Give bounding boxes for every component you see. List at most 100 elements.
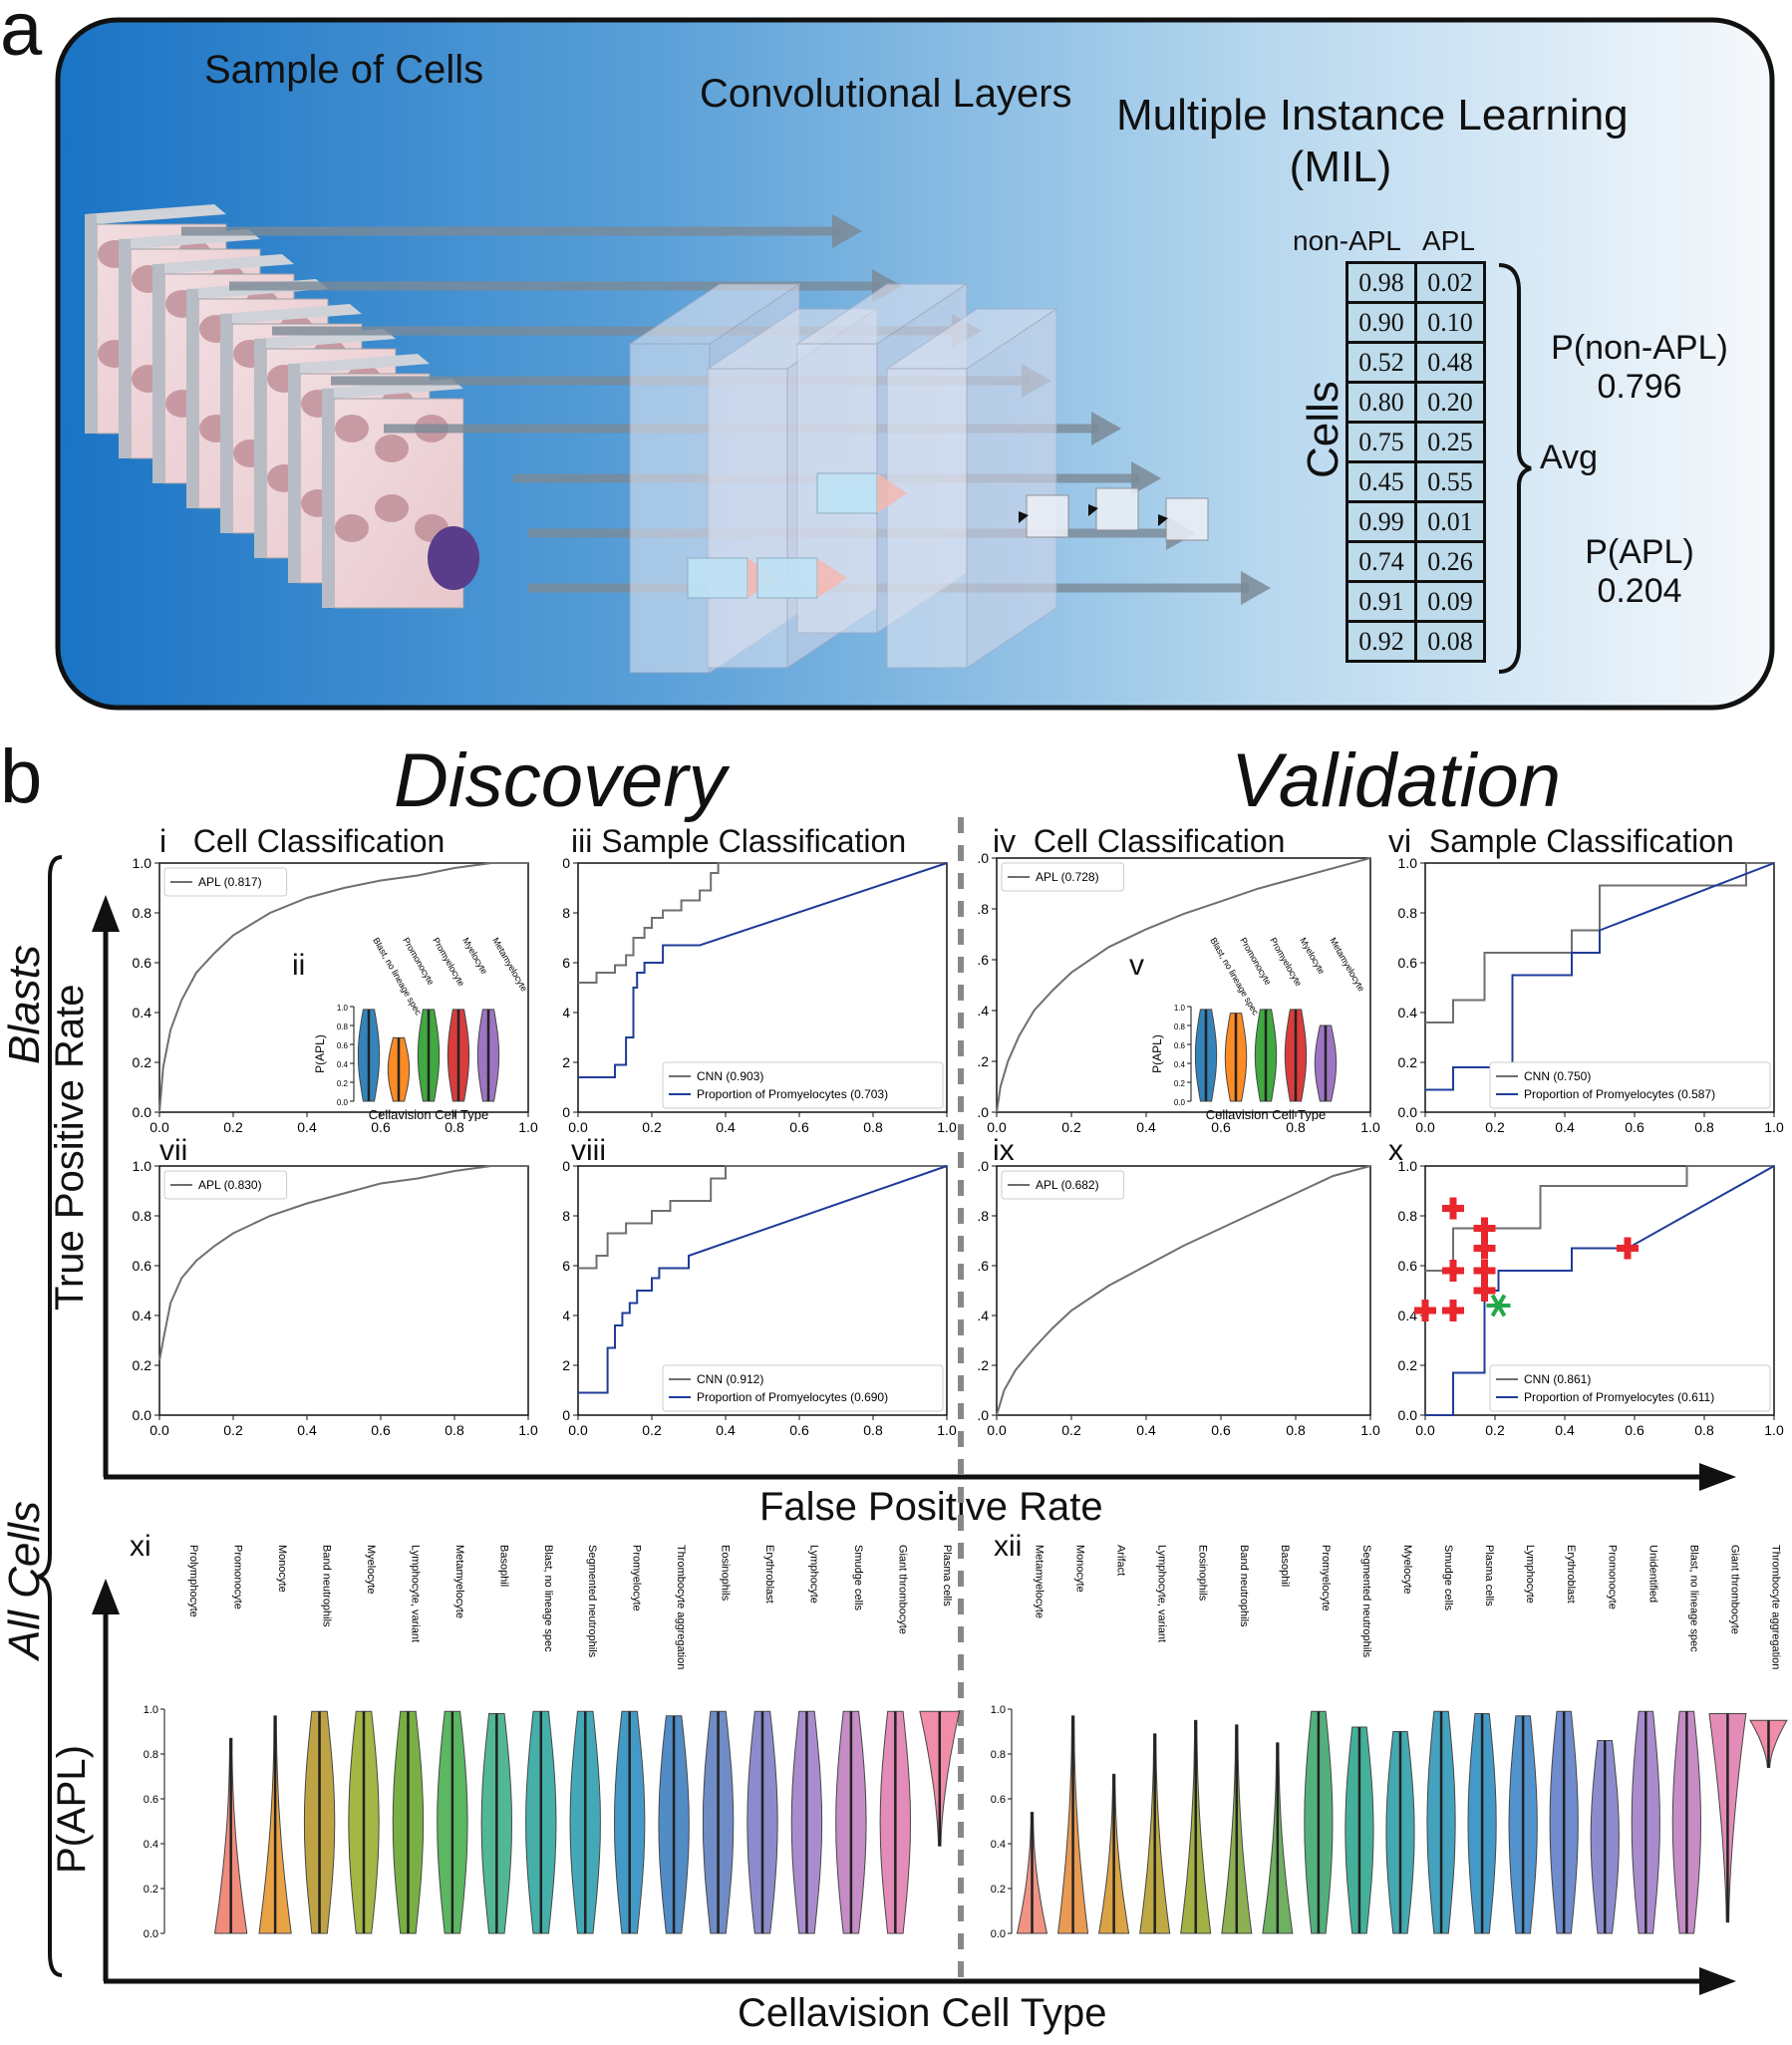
x-tick-label: 1.0	[1764, 1119, 1784, 1132]
red-blood-cell	[375, 494, 409, 522]
violin-4: Band neutrophils	[303, 1545, 336, 1934]
y-tick-label: 0.8	[1398, 1208, 1418, 1224]
asterisk-stroke	[1490, 1294, 1507, 1317]
mil-cell-apl: 0.20	[1414, 381, 1486, 424]
violin-category-label: Promonocyte	[232, 1545, 244, 1609]
dense-unit	[1019, 494, 1069, 538]
y-tick-label: 0.2	[1398, 1054, 1418, 1070]
violin-6: Band neutrophils	[1221, 1545, 1253, 1934]
slide-side	[288, 364, 300, 583]
x-tick-label: 0.6	[1625, 1119, 1644, 1132]
violin-5: Myelocyte	[348, 1545, 380, 1934]
y-tick-label: 0.8	[977, 901, 989, 917]
violin-13: Eosinophils	[702, 1545, 735, 1934]
conv-block-side	[966, 308, 1057, 669]
subtitle-i-num: i	[159, 823, 167, 859]
legend-box	[1489, 1061, 1771, 1109]
violin-3: Monocyte	[258, 1545, 292, 1934]
violin-category-label: Segmented neutrophils	[1360, 1545, 1372, 1658]
violin-category-label: Erythroblast	[763, 1545, 775, 1604]
legend-box	[163, 867, 288, 897]
y-tick-label: 0.8	[977, 1208, 989, 1224]
roc-curve-0	[158, 862, 528, 1113]
violin-y-tick-label: 0.4	[144, 1839, 158, 1851]
dense-unit-arrow-icon	[1088, 504, 1098, 516]
flow-arrow-head	[832, 214, 862, 248]
violin-14: Erythroblast	[747, 1545, 778, 1934]
violin-category-label: Monocyte	[276, 1545, 288, 1593]
conv-block-front	[629, 343, 711, 674]
dense-unit-box	[1095, 487, 1139, 531]
red-cross-v	[1481, 1237, 1488, 1260]
x-tick-label: 0.0	[1415, 1119, 1435, 1132]
red-cross-marker	[1617, 1237, 1639, 1260]
discovery-title: Discovery	[394, 738, 727, 823]
x-tick-label: 0.6	[1625, 1422, 1644, 1438]
red-blood-cell	[335, 514, 369, 542]
flow-arrow-head	[1091, 412, 1121, 445]
label-ii: ii	[292, 949, 306, 982]
y-tick-label: 0.2	[977, 1053, 989, 1069]
legend-box	[662, 1061, 944, 1109]
chart-ii: 0.00.20.40.60.81.0 Blast, no lineage spec…	[313, 936, 528, 1121]
subtitle-i-text: Cell Classification	[192, 823, 446, 859]
violin-7: Metamyelocyte	[437, 1545, 468, 1934]
legend-entry: CNN (0.903)	[697, 1069, 763, 1083]
x-tick-label: 0.8	[1694, 1422, 1714, 1438]
slide-top-edge	[220, 304, 362, 324]
red-blood-cell	[375, 435, 409, 462]
roc-curve-0	[996, 1165, 1371, 1416]
x-tick-label: 0.6	[1211, 1422, 1231, 1438]
violin-17: Blast, no lineage spec	[1671, 1545, 1702, 1934]
x-tick-label: 0.2	[1061, 1119, 1081, 1132]
dense-unit-arrow-icon	[1158, 514, 1168, 526]
mil-cell-non-apl: 0.92	[1345, 620, 1417, 663]
y-tick-label: 1.0	[133, 855, 152, 871]
violin-category-label: Lymphocyte, variant	[1156, 1545, 1168, 1642]
legend-entry: CNN (0.750)	[1524, 1069, 1591, 1083]
x-tick-label: 0.0	[149, 1422, 169, 1438]
violin-category-label: Smudge cells	[852, 1545, 864, 1611]
x-tick-label: 0.4	[1136, 1422, 1156, 1438]
legend-entry: APL (0.682)	[1036, 1178, 1099, 1192]
subtitle-iv-text: Cell Classification	[1033, 823, 1286, 859]
legend-entry: Proportion of Promyelocytes (0.611)	[1524, 1390, 1714, 1404]
roc-curve-0	[1425, 862, 1774, 1023]
legend-entry: Proportion of Promyelocytes (0.690)	[697, 1390, 888, 1404]
roc-curve-0	[578, 1165, 947, 1270]
violin-category-label: Band neutrophils	[321, 1545, 333, 1627]
roc-curve-1	[578, 862, 948, 1078]
chart-x: 0.00.0 0.2 0.2 0.4 0.4 0.6 0.6 0.8 0.8 1.0 1.0 CNN …	[1398, 1158, 1784, 1438]
mil-cell-non-apl: 0.90	[1345, 301, 1417, 344]
x-tick-label: 1.0	[937, 1119, 957, 1132]
violin-category-label: Smudge cells	[1442, 1545, 1454, 1611]
x-tick-label: 0.4	[716, 1119, 736, 1132]
violin-4: Lymphocyte, variant	[1139, 1545, 1171, 1934]
violin-category-label: Basophil	[497, 1545, 509, 1587]
violin-y-tick-label: 0.8	[991, 1749, 1006, 1761]
y-tick-label: 0.8	[133, 905, 152, 921]
violin-14: Erythroblast	[1549, 1545, 1579, 1934]
validation-title: Validation	[1231, 738, 1561, 823]
violin-y-tick-label: 0.8	[144, 1749, 158, 1761]
mil-cell-non-apl: 0.52	[1345, 341, 1417, 384]
x-tick-label: 0.2	[1061, 1422, 1081, 1438]
mil-cell-apl: 0.25	[1414, 421, 1486, 463]
mil-row: 0.74 0.26	[1345, 540, 1486, 583]
x-tick-label: 0.8	[863, 1422, 883, 1438]
violin-18: Plasma cells	[919, 1545, 961, 1847]
mil-row: 0.99 0.01	[1345, 500, 1486, 543]
mil-row: 0.45 0.55	[1345, 460, 1486, 503]
subtitle-i: i Cell Classification	[159, 823, 445, 860]
label-xii: xii	[994, 1530, 1023, 1563]
avg-brace	[1498, 263, 1532, 674]
red-cross-v	[1481, 1260, 1488, 1282]
red-cross-v	[1449, 1300, 1457, 1321]
violin-category-label: Arifact	[1115, 1545, 1127, 1576]
violin-1: Prolymphocyte	[187, 1545, 199, 1617]
flow-arrow-head	[1131, 461, 1161, 495]
violin-y-tick-label: 0.4	[337, 1060, 349, 1069]
mil-cell-non-apl: 0.75	[1345, 421, 1417, 463]
violin-category-label: Plasma cells	[1483, 1545, 1495, 1607]
p-non-apl: P(non-APL) 0.796	[1540, 329, 1739, 407]
